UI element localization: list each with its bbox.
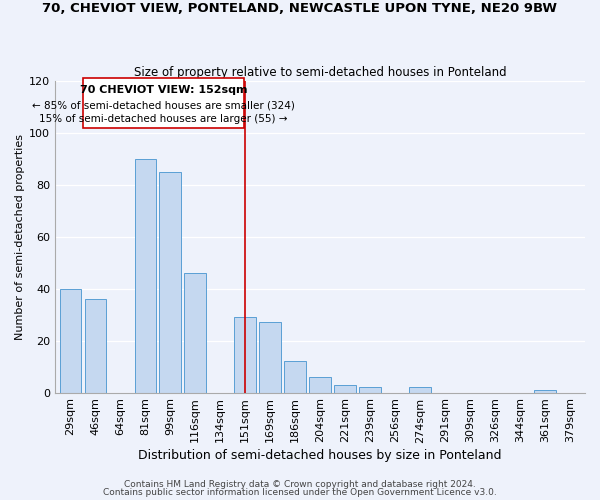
Bar [259, 322, 281, 392]
Bar [284, 362, 306, 392]
Text: 15% of semi-detached houses are larger (55) →: 15% of semi-detached houses are larger (… [39, 114, 288, 124]
Bar [310, 377, 331, 392]
Bar [359, 388, 380, 392]
Bar [535, 390, 556, 392]
Text: Contains HM Land Registry data © Crown copyright and database right 2024.: Contains HM Land Registry data © Crown c… [124, 480, 476, 489]
Bar [334, 385, 356, 392]
Text: 70, CHEVIOT VIEW, PONTELAND, NEWCASTLE UPON TYNE, NE20 9BW: 70, CHEVIOT VIEW, PONTELAND, NEWCASTLE U… [43, 2, 557, 16]
Text: 70 CHEVIOT VIEW: 152sqm: 70 CHEVIOT VIEW: 152sqm [80, 85, 247, 95]
Bar [59, 288, 81, 393]
Bar [235, 318, 256, 392]
Text: ← 85% of semi-detached houses are smaller (324): ← 85% of semi-detached houses are smalle… [32, 100, 295, 110]
X-axis label: Distribution of semi-detached houses by size in Ponteland: Distribution of semi-detached houses by … [139, 450, 502, 462]
Bar [85, 299, 106, 392]
Bar [409, 388, 431, 392]
Text: Contains public sector information licensed under the Open Government Licence v3: Contains public sector information licen… [103, 488, 497, 497]
Title: Size of property relative to semi-detached houses in Ponteland: Size of property relative to semi-detach… [134, 66, 506, 78]
FancyBboxPatch shape [83, 78, 244, 128]
Y-axis label: Number of semi-detached properties: Number of semi-detached properties [15, 134, 25, 340]
Bar [184, 273, 206, 392]
Bar [160, 172, 181, 392]
Bar [134, 159, 156, 392]
